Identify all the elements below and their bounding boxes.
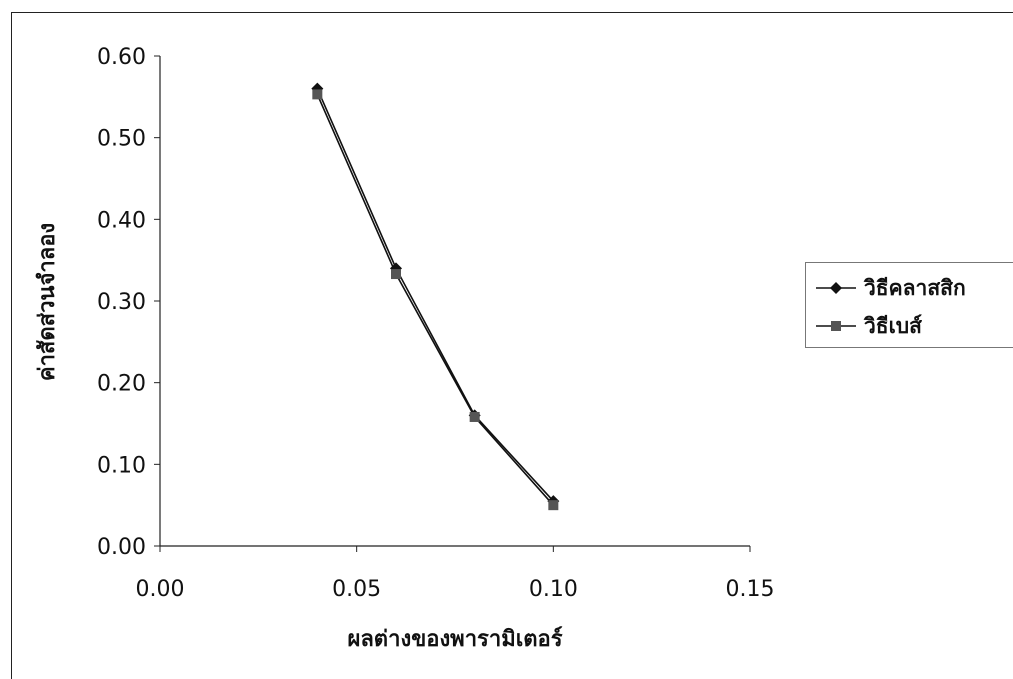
axes: 0.00 0.10 0.20 0.30 0.40 0.50 0.60 0.00 0.05 0.10… [97,45,774,602]
diamond-marker-icon [816,282,856,294]
legend-label-series-2: วิธีเบส์ [864,313,922,338]
series-2-point [312,89,323,100]
x-tick-label: 0.10 [529,577,578,602]
series-layer [311,82,560,511]
x-axis-title: ผลต่างของพารามิเตอร์ [347,626,562,652]
y-tick-label: 0.60 [97,45,146,70]
y-tick-label: 0.30 [97,290,146,315]
series-2-point [548,500,559,511]
series-2-line [316,94,554,506]
chart-frame [11,12,1013,679]
series-2-point [391,269,401,280]
legend: วิธีคลาสสิก วิธีเบส์ [805,262,1013,348]
y-tick-label: 0.10 [97,453,146,478]
y-axis-title: ค่าสัดส่วนจำลอง [35,223,60,381]
y-tick-label: 0.20 [97,372,146,397]
series-2-point [469,411,480,422]
x-tick-label: 0.15 [726,577,775,602]
y-tick-label: 0.00 [97,535,146,560]
legend-label-series-1: วิธีคลาสสิก [864,275,966,300]
x-tick-label: 0.00 [136,577,185,602]
series-1-line [316,88,554,502]
y-tick-label: 0.40 [97,208,146,233]
x-tick-label: 0.05 [332,577,381,602]
legend-item-series-1: วิธีคลาสสิก [814,273,966,303]
square-marker-icon [816,321,856,331]
y-tick-label: 0.50 [97,127,146,152]
legend-item-series-2: วิธีเบส์ [814,311,922,341]
